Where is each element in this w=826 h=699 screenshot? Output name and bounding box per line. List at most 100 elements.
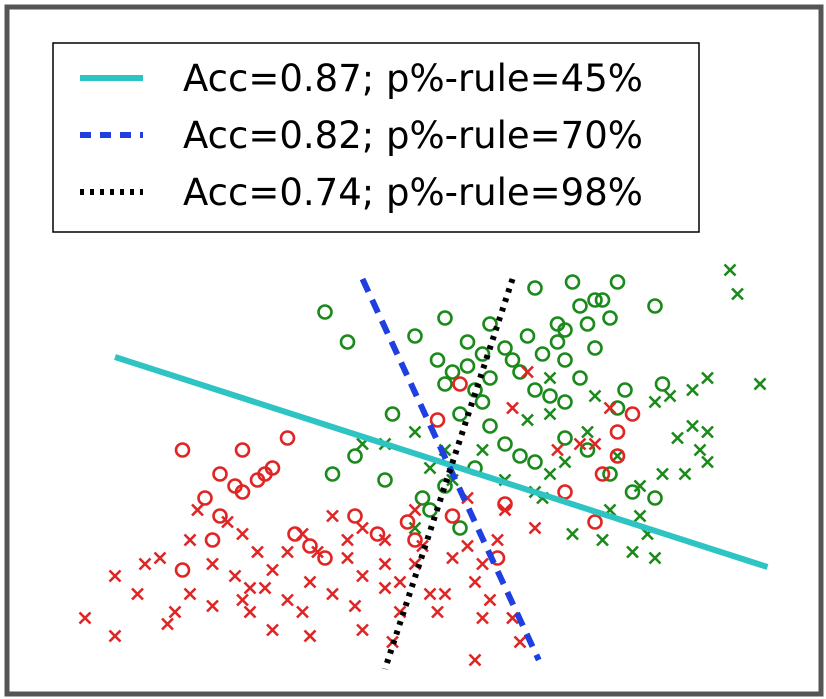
point-green-circle-39 [414,490,431,506]
point-green-circle-2 [437,310,453,326]
point-red-cross-57 [408,503,422,517]
point-green-circle-51 [647,298,663,314]
point-green-cross-17 [566,527,579,541]
point-red-cross-42 [236,593,249,607]
point-red-cross-2 [138,557,152,571]
legend-label-0: Acc=0.87; p%-rule=45% [183,57,643,100]
point-green-circle-35 [384,406,401,422]
point-green-circle-14 [549,334,566,350]
point-red-cross-61 [603,401,617,415]
point-green-circle-48 [587,340,603,356]
point-red-cross-55 [296,605,309,619]
point-red-cross-6 [221,515,234,529]
point-green-cross-6 [648,395,662,409]
point-green-cross-27 [408,425,422,439]
point-green-circle-34 [452,520,468,536]
point-green-cross-1 [731,287,744,301]
point-red-cross-45 [168,605,182,619]
point-red-circle-17 [407,532,423,548]
point-green-circle-27 [482,418,498,434]
point-red-cross-16 [326,509,339,523]
point-red-cross-62 [588,437,602,451]
point-red-cross-30 [468,575,482,589]
point-red-cross-9 [206,557,219,571]
legend-label-2: Acc=0.74; p%-rule=98% [183,171,643,214]
point-green-cross-12 [656,467,669,481]
point-green-circle-13 [534,346,551,362]
point-red-circle-22 [557,484,573,500]
point-red-circle-25 [609,424,626,440]
point-red-cross-19 [341,551,354,565]
point-red-circle-8 [212,508,228,524]
point-green-cross-18 [558,455,572,469]
point-green-cross-22 [581,425,594,439]
point-red-cross-17 [341,533,354,547]
point-red-cross-20 [356,569,369,583]
point-green-circle-44 [647,490,663,506]
point-red-circle-29 [257,466,273,482]
point-red-circle-20 [429,412,446,428]
point-green-circle-7 [437,376,453,392]
point-green-circle-57 [594,292,611,308]
point-green-circle-6 [459,358,476,374]
point-green-circle-52 [564,274,581,290]
point-green-circle-45 [617,382,633,398]
point-green-circle-22 [527,382,543,398]
point-green-circle-58 [474,346,491,362]
point-green-cross-23 [521,413,534,427]
point-green-cross-15 [633,509,647,523]
point-green-cross-0 [723,263,737,277]
point-green-circle-30 [527,454,543,470]
point-red-cross-37 [348,599,362,613]
point-red-cross-29 [491,533,504,547]
point-red-cross-5 [191,503,204,517]
point-green-circle-41 [579,442,596,458]
point-green-cross-5 [663,389,677,403]
point-green-circle-9 [482,370,498,386]
point-red-cross-66 [438,587,452,601]
point-green-circle-55 [549,316,566,332]
point-red-circle-16 [399,514,416,530]
point-red-cross-60 [573,437,587,451]
point-red-cross-1 [108,629,122,643]
point-red-cross-38 [326,587,339,601]
point-green-circle-37 [324,466,341,482]
point-green-circle-0 [317,304,333,320]
point-red-cross-44 [183,587,197,601]
point-green-circle-1 [339,334,356,350]
point-green-cross-8 [671,431,684,445]
point-green-circle-21 [572,370,588,386]
point-red-cross-68 [506,401,519,415]
point-red-cross-41 [258,581,272,595]
point-green-cross-25 [476,443,489,457]
point-green-cross-4 [686,383,699,397]
point-green-cross-10 [693,443,707,457]
point-green-circle-50 [609,274,626,290]
point-red-circle-6 [234,442,251,458]
boundary-line-2 [382,278,516,670]
point-red-cross-43 [206,599,219,613]
point-red-cross-54 [243,605,257,619]
point-red-cross-33 [476,611,489,625]
point-red-circle-12 [302,538,318,554]
point-red-circle-23 [594,466,611,482]
point-red-cross-40 [281,593,294,607]
point-green-cross-39 [701,455,714,469]
point-green-circle-43 [624,484,641,500]
point-green-cross-31 [408,521,422,535]
legend-box [52,42,700,233]
point-green-cross-36 [648,551,662,565]
point-green-circle-54 [482,316,498,332]
point-red-circle-26 [587,514,603,530]
point-green-circle-17 [587,292,603,308]
point-red-circle-0 [174,442,191,458]
point-red-cross-15 [311,545,324,559]
point-red-cross-26 [446,551,459,565]
point-red-circle-18 [444,508,461,524]
point-red-circle-10 [174,562,191,578]
point-red-cross-65 [528,521,542,535]
point-green-circle-20 [557,352,573,368]
point-green-circle-28 [497,436,513,452]
point-red-cross-49 [266,623,279,637]
